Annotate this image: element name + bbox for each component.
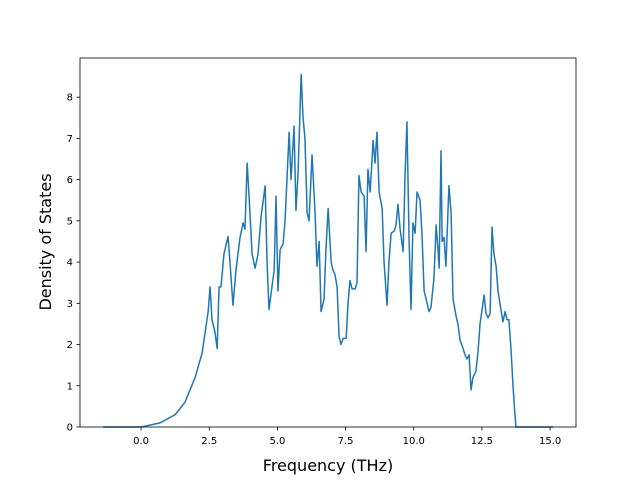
y-tick-label: 7 xyxy=(67,134,73,145)
y-tick-label: 0 xyxy=(67,423,73,434)
y-axis-label: Density of States xyxy=(36,173,55,310)
y-tick-label: 4 xyxy=(67,258,73,269)
y-tick-label: 5 xyxy=(67,216,73,227)
x-tick-label: 7.5 xyxy=(338,436,354,447)
y-tick-label: 2 xyxy=(67,340,73,351)
line xyxy=(103,73,554,428)
x-axis-label: Frequency (THz) xyxy=(263,456,393,475)
x-tick-label: 5.0 xyxy=(269,436,285,447)
y-tick-label: 3 xyxy=(67,299,73,310)
plot-frame xyxy=(79,57,577,428)
x-tick-label: 12.5 xyxy=(471,436,493,447)
x-tick-label: 2.5 xyxy=(201,436,217,447)
y-tick-label: 1 xyxy=(67,381,73,392)
y-tick-label: 8 xyxy=(67,93,73,104)
x-tick-label: 10.0 xyxy=(403,436,425,447)
y-tick-label: 6 xyxy=(67,175,73,186)
x-tick-label: 0.0 xyxy=(133,436,149,447)
x-tick-label: 15.0 xyxy=(539,436,561,447)
